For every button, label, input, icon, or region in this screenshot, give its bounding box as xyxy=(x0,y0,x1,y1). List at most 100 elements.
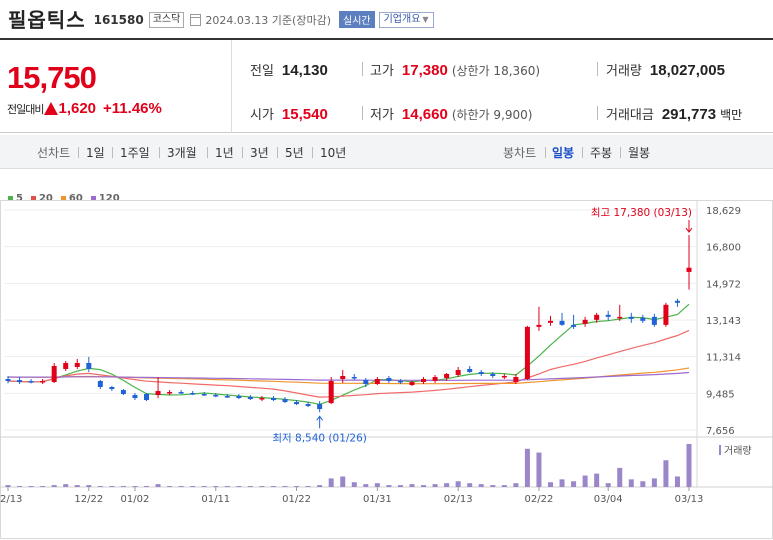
volume-bar xyxy=(270,486,276,487)
volume-bar xyxy=(213,486,219,487)
candlestick-chart[interactable]: 18,629 16,800 14,972 13,143 11,314 9,485 7,656… xyxy=(0,200,773,540)
volume-bar xyxy=(63,484,69,487)
x-tick-label: 01/22 xyxy=(282,494,311,505)
volume-bar xyxy=(247,486,253,487)
candle-body xyxy=(317,404,323,410)
x-tick-label: 03/13 xyxy=(675,494,704,505)
volume-bar xyxy=(478,484,484,487)
ma-legend: 5 20 60 120 xyxy=(8,193,128,204)
ma5-swatch xyxy=(8,196,13,201)
volume-bar xyxy=(547,482,553,487)
candle-body xyxy=(282,399,288,403)
candle-body xyxy=(594,314,600,320)
high-arrow-head xyxy=(685,227,693,233)
period-10y[interactable]: 10년 xyxy=(320,146,347,160)
candle-body xyxy=(74,362,80,367)
candle-body xyxy=(605,314,611,317)
period-1w[interactable]: 1주일 xyxy=(120,146,150,160)
volume-bar xyxy=(190,486,196,487)
volume-bar xyxy=(178,486,184,487)
divider xyxy=(242,147,243,158)
candle-weekly[interactable]: 주봉 xyxy=(590,146,613,160)
volume-bar xyxy=(294,486,300,487)
volume-bar xyxy=(409,484,415,487)
low-arrow-head xyxy=(316,415,324,421)
candle-daily[interactable]: 일봉 xyxy=(552,146,575,160)
candle-body xyxy=(582,319,588,324)
volume-bar xyxy=(386,485,392,487)
open-price: 시가 15,540 xyxy=(250,104,328,123)
y-tick-label: 16,800 xyxy=(706,243,741,254)
candle-body xyxy=(340,375,346,379)
divider xyxy=(362,106,363,120)
volume-bar xyxy=(663,460,669,487)
change-label: 전일대비 xyxy=(7,102,44,116)
trade-value-unit: 백만 xyxy=(720,108,743,122)
candle-body xyxy=(421,378,427,383)
volume-bar xyxy=(421,485,427,487)
candle-body xyxy=(144,394,150,401)
x-tick-label: 01/02 xyxy=(121,494,150,505)
y-tick-label: 18,629 xyxy=(706,206,741,217)
candle-body xyxy=(524,326,530,379)
legend-ma5[interactable]: 5 xyxy=(8,193,23,204)
volume-bar xyxy=(328,478,334,487)
volume-bar xyxy=(17,486,23,487)
candle-body xyxy=(247,397,253,400)
period-1y[interactable]: 1년 xyxy=(215,146,234,160)
candle-monthly[interactable]: 월봉 xyxy=(628,146,651,160)
divider xyxy=(362,62,363,76)
candle-body xyxy=(109,387,115,390)
candle-body xyxy=(305,404,311,407)
volume-bar xyxy=(444,483,450,487)
legend-ma60[interactable]: 60 xyxy=(60,193,83,204)
period-5y[interactable]: 5년 xyxy=(285,146,304,160)
period-1d[interactable]: 1일 xyxy=(86,146,105,160)
volume-bar xyxy=(571,481,577,487)
legend-ma120[interactable]: 120 xyxy=(90,193,120,204)
company-overview-dropdown[interactable]: 기업개요 ▼ xyxy=(378,11,434,28)
legend-ma20[interactable]: 20 xyxy=(30,193,53,204)
stock-name: 필옵틱스 xyxy=(8,7,86,32)
volume-legend-swatch xyxy=(719,445,721,455)
volume-bar xyxy=(432,484,438,487)
candle-body xyxy=(536,324,542,327)
low-value: 14,660 xyxy=(401,106,448,123)
candle-chart-label[interactable]: 봉차트 xyxy=(503,146,537,160)
period-toolbar: 선차트 1일 1주일 3개월 1년 3년 5년 10년 봉차트 일봉 주봉 월봉 xyxy=(0,135,773,169)
volume-bar xyxy=(317,485,323,487)
candle-body xyxy=(190,393,196,395)
y-tick-label: 14,972 xyxy=(706,279,741,290)
prev-close-label: 전일 xyxy=(250,64,274,79)
change-percent: +11.46% xyxy=(103,100,162,117)
candle-body xyxy=(571,324,577,327)
volume-bar xyxy=(5,485,11,487)
candle-body xyxy=(386,377,392,381)
candle-body xyxy=(120,390,126,395)
current-price: 15,750 xyxy=(7,60,97,95)
candle-body xyxy=(363,379,369,385)
volume-bar xyxy=(651,478,657,487)
divider xyxy=(312,147,313,158)
ma5-line xyxy=(7,303,690,405)
divider xyxy=(582,147,583,158)
price-change: 전일대비 1,620 +11.46% xyxy=(7,100,162,117)
candle-body xyxy=(547,320,553,323)
candle-body xyxy=(17,379,23,383)
ma120-swatch xyxy=(90,196,96,201)
volume-bar xyxy=(501,485,507,487)
volume-bar xyxy=(467,483,473,487)
period-3m[interactable]: 3개월 xyxy=(167,146,197,160)
realtime-button[interactable]: 실시간 xyxy=(339,11,375,28)
period-3y[interactable]: 3년 xyxy=(250,146,269,160)
volume-bar xyxy=(640,481,646,487)
calendar-icon xyxy=(190,13,202,26)
market-badge: 코스닥 xyxy=(148,11,185,28)
candle-body xyxy=(397,380,403,383)
candle-body xyxy=(559,320,565,325)
x-tick-label: 03/04 xyxy=(594,494,623,505)
volume-bar xyxy=(132,486,138,487)
candle-body xyxy=(455,369,461,375)
line-chart-label[interactable]: 선차트 xyxy=(37,146,71,160)
volume-label: 거래량 xyxy=(724,445,752,457)
